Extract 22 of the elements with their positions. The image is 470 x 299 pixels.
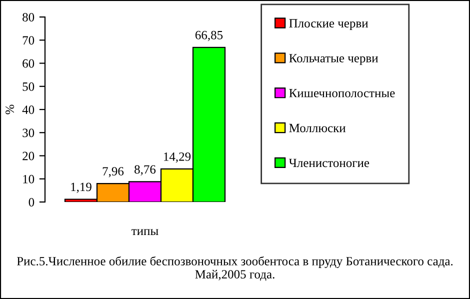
- legend-label: Плоские черви: [289, 19, 368, 30]
- data-label: 7,96: [102, 167, 124, 178]
- y-tick-label: 0: [28, 198, 34, 206]
- y-tick-label: 80: [22, 13, 34, 22]
- y-tick-label: 50: [22, 82, 34, 91]
- text: Рис.5.Численное обилие беспозвоночных зообентоса в пруду Ботанического сада. Май,2005 года.: [16, 256, 453, 281]
- legend-label: Кольчатые черви: [289, 54, 378, 65]
- data-label: 8,76: [134, 165, 156, 176]
- y-axis-title: %: [6, 104, 14, 114]
- y-tick-label: 20: [22, 152, 34, 160]
- y-tick-label: 10: [23, 174, 34, 184]
- y-tick-label: 40: [22, 106, 34, 114]
- legend-label: Членистоногие: [288, 158, 370, 168]
- data-label: 14,29: [164, 152, 191, 163]
- data-label: 1,19: [71, 182, 92, 193]
- legend-label: Моллюски: [289, 124, 346, 132]
- y-tick-label: 70: [22, 36, 34, 45]
- y-tick-label: 60: [22, 59, 34, 68]
- legend-label: Кишечнополостные: [289, 89, 395, 98]
- data-label: 66,85: [195, 30, 223, 42]
- x-axis-title: типы: [132, 229, 158, 235]
- y-tick-label: 30: [22, 128, 34, 138]
